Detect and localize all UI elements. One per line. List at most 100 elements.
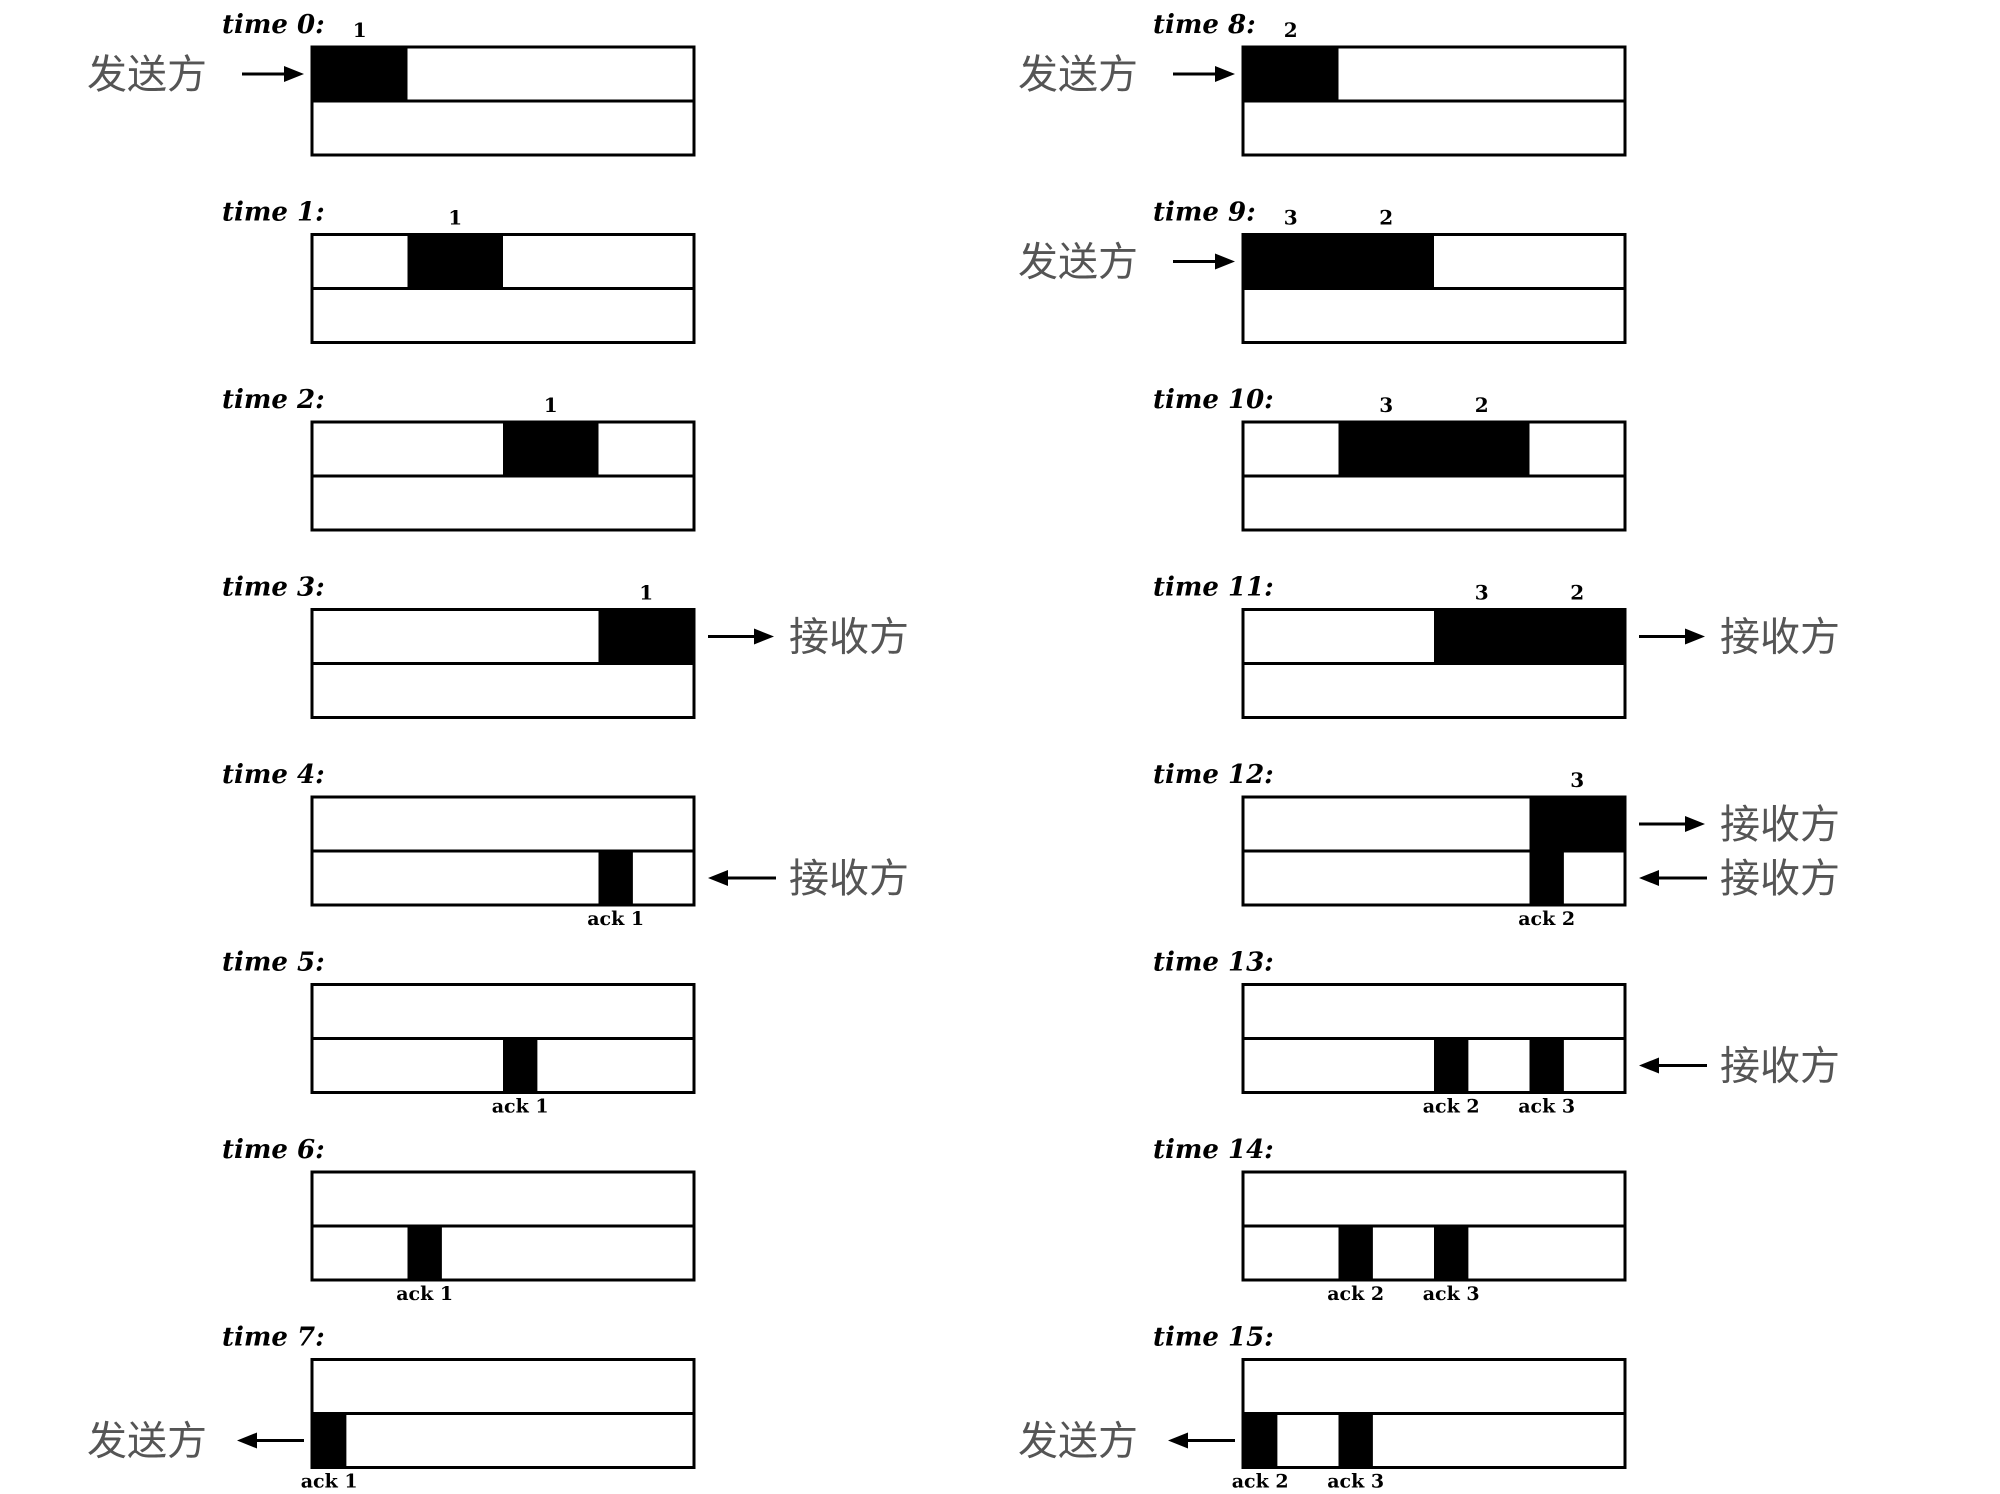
ack-label: ack 2 (1518, 908, 1575, 930)
ack-label: ack 3 (1518, 1096, 1575, 1118)
arrow-left-icon (1639, 870, 1707, 886)
ack-segment (503, 1038, 538, 1093)
sender-label: 发送方 (87, 52, 207, 98)
receiver-label: 接收方 (1720, 802, 1840, 848)
panel-time-11: time 11: 3 2 接收方 (1153, 573, 1840, 719)
segment-number: 3 (1475, 581, 1489, 605)
data-segment (598, 609, 694, 664)
data-segment (407, 234, 503, 289)
data-segment (503, 422, 599, 476)
arrow-right-icon (708, 628, 774, 645)
sender-label: 发送方 (1018, 1419, 1138, 1465)
receiver-label: 接收方 (789, 615, 909, 661)
arrow-right-icon (1639, 816, 1705, 832)
panel-time-14: time 14: ack 2 ack 3 (1153, 1135, 1627, 1305)
ack-segment (407, 1226, 442, 1280)
data-segment (1434, 609, 1530, 664)
panel-time-5: time 5: ack 1 (222, 948, 696, 1118)
time-label: time 1: (222, 198, 325, 228)
arrow-left-icon (1639, 1057, 1707, 1074)
time-label: time 14: (1153, 1135, 1274, 1165)
panel-time-15: time 15: ack 2 ack 3 发送方 (1018, 1323, 1627, 1493)
arrow-left-icon (237, 1432, 304, 1449)
ack-segment (1338, 1413, 1373, 1468)
panel-time-9: time 9: 3 2 发送方 (1018, 198, 1627, 344)
time-label: time 11: (1153, 573, 1274, 603)
ack-label: ack 3 (1423, 1283, 1480, 1305)
sender-label: 发送方 (1018, 240, 1138, 286)
arrow-right-icon (1639, 628, 1705, 645)
ack-label: ack 2 (1423, 1096, 1480, 1118)
ack-label: ack 2 (1232, 1471, 1289, 1493)
data-segment (1243, 47, 1339, 101)
receiver-label: 接收方 (1720, 1044, 1840, 1090)
panel-time-3: time 3: 1 接收方 (222, 573, 909, 719)
segment-number: 2 (1379, 206, 1393, 230)
panel-time-7: time 7: ack 1 发送方 (87, 1323, 696, 1493)
time-label: time 3: (222, 573, 325, 603)
ack-label: ack 1 (396, 1283, 453, 1305)
segment-number: 1 (544, 393, 558, 417)
ack-segment (1434, 1226, 1469, 1280)
segment-number: 3 (1570, 768, 1584, 792)
receiver-label: 接收方 (789, 856, 909, 902)
time-label: time 12: (1153, 760, 1274, 790)
data-segment (1338, 422, 1434, 476)
panel-time-6: time 6: ack 1 (222, 1135, 696, 1305)
ack-segment (1434, 1038, 1469, 1093)
data-segment (1338, 234, 1434, 289)
ack-segment (598, 851, 633, 905)
time-label: time 0: (222, 10, 325, 40)
panel-time-13: time 13: ack 2 ack 3 接收方 (1153, 948, 1840, 1118)
arrow-right-icon (1173, 66, 1235, 82)
panel-time-2: time 2: 1 (222, 385, 696, 532)
ack-segment (1243, 1413, 1278, 1468)
time-label: time 5: (222, 948, 325, 978)
data-segment (312, 47, 408, 101)
sender-label: 发送方 (1018, 52, 1138, 98)
ack-label: ack 1 (301, 1471, 358, 1493)
segment-number: 1 (448, 206, 462, 230)
time-label: time 2: (222, 385, 325, 415)
segment-number: 2 (1284, 18, 1298, 42)
panel-time-8: time 8: 2 发送方 (1018, 10, 1627, 157)
time-label: time 8: (1153, 10, 1256, 40)
receiver-label: 接收方 (1720, 615, 1840, 661)
data-segment (1434, 422, 1530, 476)
arrow-left-icon (708, 870, 776, 886)
ack-segment (1338, 1226, 1373, 1280)
time-label: time 6: (222, 1135, 325, 1165)
arrow-left-icon (1168, 1432, 1235, 1449)
segment-number: 3 (1379, 393, 1393, 417)
arrow-right-icon (242, 66, 304, 82)
segment-number: 2 (1570, 581, 1584, 605)
ack-segment (1529, 1038, 1564, 1093)
time-label: time 9: (1153, 198, 1256, 228)
time-label: time 10: (1153, 385, 1274, 415)
data-segment (1529, 609, 1625, 664)
segment-number: 1 (639, 581, 653, 605)
time-label: time 4: (222, 760, 325, 790)
segment-number: 2 (1475, 393, 1489, 417)
time-label: time 15: (1153, 1323, 1274, 1353)
segment-number: 1 (353, 18, 367, 42)
data-segment (1529, 797, 1625, 851)
ack-label: ack 2 (1327, 1283, 1384, 1305)
receiver-label: 接收方 (1720, 856, 1840, 902)
ack-label: ack 3 (1327, 1471, 1384, 1493)
ack-label: ack 1 (492, 1096, 549, 1118)
ack-segment (1529, 851, 1564, 905)
time-label: time 13: (1153, 948, 1274, 978)
panel-time-10: time 10: 3 2 (1153, 385, 1627, 532)
panel-time-0: time 0: 1 发送方 (87, 10, 696, 157)
data-segment (1243, 234, 1339, 289)
sender-label: 发送方 (87, 1419, 207, 1465)
segment-number: 3 (1284, 206, 1298, 230)
panel-time-1: time 1: 1 (222, 198, 696, 344)
ack-label: ack 1 (587, 908, 644, 930)
ack-segment (312, 1413, 347, 1468)
time-label: time 7: (222, 1323, 325, 1353)
arrow-right-icon (1173, 253, 1235, 270)
